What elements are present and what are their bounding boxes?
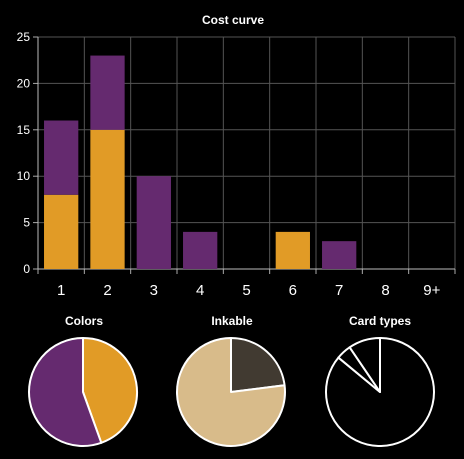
bar-segment-7-s1 — [322, 241, 357, 269]
bar-segment-2-s1 — [90, 55, 125, 130]
pie-slice-0 — [230, 337, 286, 393]
cost-curve-y-ticks: 0 5 10 15 20 25 — [17, 30, 31, 276]
cost-curve-bars — [44, 55, 357, 269]
x-tick-label: 5 — [242, 282, 250, 299]
y-tick-label: 10 — [17, 169, 31, 183]
x-tick-label: 8 — [381, 282, 389, 299]
bar-segment-2-s0 — [90, 129, 125, 269]
pie-slice-1 — [28, 337, 103, 447]
y-tick-label: 25 — [17, 30, 31, 44]
bar-segment-1-s0 — [44, 194, 79, 269]
x-tick-label: 2 — [103, 282, 111, 299]
x-tick-label: 6 — [289, 282, 297, 299]
x-tick-label: 9+ — [423, 282, 440, 299]
colors-pie — [28, 337, 138, 447]
colors-title: Colors — [65, 314, 103, 328]
bar-segment-1-s1 — [44, 120, 79, 195]
bar-segment-6-s0 — [275, 231, 310, 269]
y-tick-label: 15 — [17, 123, 31, 137]
inkable-title: Inkable — [211, 314, 253, 328]
pie-slice-0 — [82, 337, 138, 444]
card-types-title: Card types — [349, 314, 411, 328]
pie-slice-1 — [176, 337, 286, 447]
x-tick-label: 7 — [335, 282, 343, 299]
card-types-pie — [325, 337, 435, 447]
cost-curve-x-ticks: 1 2 3 4 5 6 7 8 9+ — [57, 282, 441, 299]
y-tick-label: 20 — [17, 76, 31, 90]
bar-segment-4-s1 — [183, 231, 218, 269]
y-tick-label: 0 — [23, 262, 30, 276]
x-tick-label: 1 — [57, 282, 65, 299]
bar-segment-3-s1 — [136, 176, 171, 269]
cost-curve-title: Cost curve — [202, 13, 264, 27]
cost-curve-grid — [37, 36, 456, 270]
pie-slice-2 — [348, 337, 381, 393]
x-tick-label: 4 — [196, 282, 204, 299]
inkable-pie — [176, 337, 286, 447]
x-tick-label: 3 — [150, 282, 158, 299]
y-tick-label: 5 — [23, 216, 30, 230]
